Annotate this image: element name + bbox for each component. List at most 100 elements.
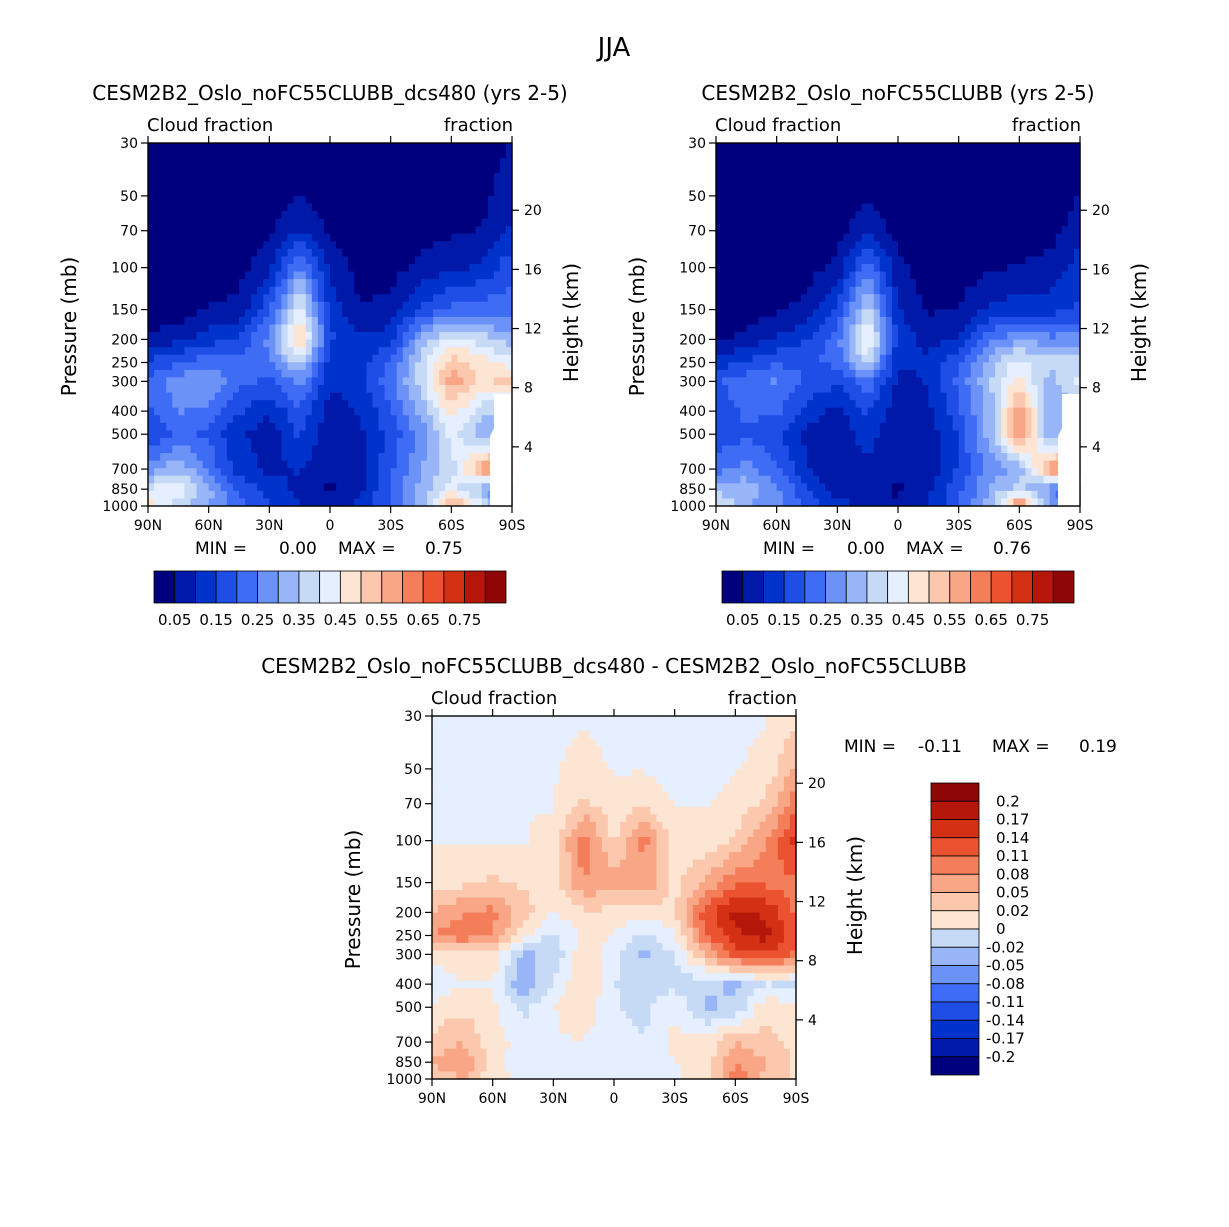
heatmap-cell <box>269 309 276 318</box>
heatmap-cell <box>232 468 240 477</box>
heatmap-cell <box>293 188 301 197</box>
heatmap-cell <box>885 369 893 379</box>
heatmap-cell <box>493 362 501 371</box>
heatmap-cell <box>414 203 422 212</box>
heatmap-cell <box>740 332 747 341</box>
heatmap-cell <box>1037 150 1045 159</box>
heatmap-cell <box>481 309 489 318</box>
heatmap-cell <box>1073 279 1081 288</box>
heatmap-cell <box>794 301 802 310</box>
heatmap-cell <box>989 369 996 379</box>
heatmap-cell <box>1049 143 1057 152</box>
heatmap-cell <box>360 354 367 363</box>
heatmap-cell <box>982 347 990 356</box>
heatmap-cell <box>390 158 398 167</box>
heatmap-cell <box>439 437 446 447</box>
heatmap-cell <box>982 301 990 310</box>
heatmap-cell <box>457 483 465 492</box>
heatmap-cell <box>269 241 276 250</box>
heatmap-cell <box>1049 354 1057 363</box>
heatmap-cell <box>788 226 796 235</box>
heatmap-cell <box>922 165 929 174</box>
heatmap-cell <box>1067 339 1075 348</box>
heatmap-cell <box>390 165 398 174</box>
heatmap-cell <box>843 362 851 371</box>
heatmap-cell <box>1019 339 1026 348</box>
heatmap-cell <box>782 332 790 341</box>
heatmap-cell <box>457 369 465 379</box>
heatmap-cell <box>934 150 942 159</box>
heatmap-cell <box>1013 188 1020 197</box>
heatmap-cell <box>390 324 398 333</box>
heatmap-cell <box>505 226 513 235</box>
heatmap-cell <box>457 309 465 318</box>
heatmap-cell <box>481 211 489 220</box>
heatmap-cell <box>885 392 893 401</box>
heatmap-cell <box>293 226 301 235</box>
heatmap-cell <box>445 180 452 189</box>
heatmap-cell <box>214 377 222 386</box>
heatmap-cell <box>819 165 826 174</box>
heatmap-cell <box>396 460 404 469</box>
heatmap-cell <box>317 407 325 416</box>
heatmap-cell <box>342 377 349 386</box>
heatmap-cell <box>819 188 826 197</box>
heatmap-cell <box>481 354 489 363</box>
heatmap-cell <box>1043 301 1051 310</box>
heatmap-cell <box>794 248 802 258</box>
heatmap-cell <box>226 203 234 212</box>
heatmap-cell <box>995 165 1002 174</box>
heatmap-cell <box>1007 354 1014 363</box>
heatmap-cell <box>849 195 857 205</box>
heatmap-cell <box>1049 362 1057 371</box>
heatmap-cell <box>439 211 446 220</box>
heatmap-cell <box>172 483 179 492</box>
heatmap-cell <box>457 180 465 189</box>
heatmap-cell <box>184 203 192 212</box>
heatmap-cell <box>958 332 966 341</box>
heatmap-cell <box>946 203 954 212</box>
heatmap-cell <box>287 347 295 356</box>
heatmap-cell <box>166 150 173 159</box>
heatmap-cell <box>1049 324 1057 333</box>
heatmap-cell <box>728 165 735 174</box>
heatmap-cell <box>475 150 483 159</box>
heatmap-cell <box>1019 143 1026 152</box>
heatmap-cell <box>910 301 917 310</box>
heatmap-cell <box>184 453 192 462</box>
heatmap-cell <box>982 211 990 220</box>
heatmap-cell <box>1037 143 1045 152</box>
heatmap-cell <box>982 241 990 250</box>
heatmap-cell <box>154 241 161 250</box>
heatmap-cell <box>457 233 465 242</box>
heatmap-cell <box>505 143 513 152</box>
heatmap-cell <box>354 143 361 152</box>
heatmap-cell <box>390 248 398 258</box>
heatmap-cell <box>722 339 729 348</box>
heatmap-cell <box>1061 339 1069 348</box>
heatmap-cell <box>208 437 216 447</box>
heatmap-cell <box>214 392 222 401</box>
heatmap-cell <box>154 324 161 333</box>
heatmap-cell <box>336 279 343 288</box>
heatmap-cell <box>976 264 984 273</box>
heatmap-cell <box>451 415 458 424</box>
heatmap-cell <box>837 332 844 341</box>
heatmap-cell <box>1031 195 1039 205</box>
heatmap-cell <box>226 468 234 477</box>
heatmap-cell <box>439 309 446 318</box>
heatmap-cell <box>257 460 264 469</box>
heatmap-cell <box>366 226 374 235</box>
heatmap-cell <box>776 385 784 394</box>
heatmap-cell <box>202 316 210 326</box>
heatmap-cell <box>172 158 179 167</box>
heatmap-cell <box>982 248 990 258</box>
heatmap-cell <box>1031 279 1039 288</box>
heatmap-cell <box>214 301 222 310</box>
heatmap-cell <box>910 309 917 318</box>
heatmap-cell <box>390 460 398 469</box>
heatmap-cell <box>922 173 929 182</box>
heatmap-cell <box>178 354 185 363</box>
heatmap-cell <box>469 233 477 242</box>
heatmap-cell <box>898 158 905 167</box>
